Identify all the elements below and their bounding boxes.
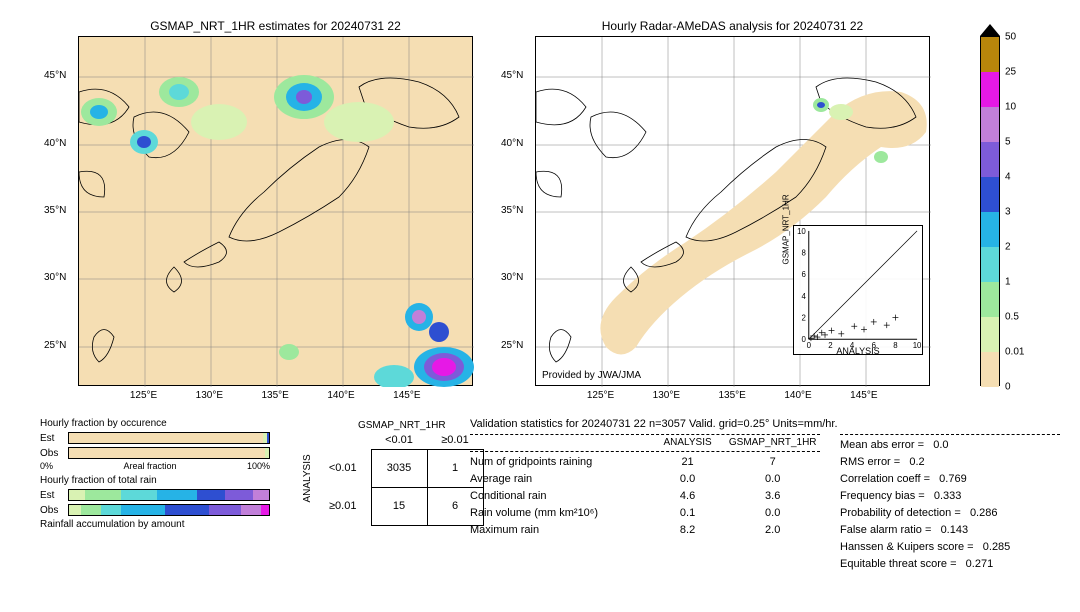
stats-row: Rain volume (mm km²10⁶)0.10.0 (470, 505, 820, 522)
metric-row: RMS error = 0.2 (840, 454, 1060, 471)
y-tick: 45°N (501, 70, 523, 81)
colorbar-label: 10 (1005, 102, 1016, 113)
y-tick: 30°N (501, 272, 523, 283)
svg-text:2: 2 (801, 314, 805, 323)
bar-row-label: Obs (40, 448, 68, 459)
metric-row: Equitable threat score = 0.271 (840, 556, 1060, 573)
svg-text:4: 4 (801, 292, 806, 301)
cont-row-title: ANALYSIS (300, 431, 315, 526)
cont-col-title: GSMAP_NRT_1HR (320, 420, 484, 431)
stats-colh-2: GSMAP_NRT_1HR (725, 435, 820, 451)
x-tick: 125°E (130, 390, 157, 401)
metric-row: Mean abs error = 0.0 (840, 437, 1060, 454)
stats-row: Num of gridpoints raining217 (470, 454, 820, 471)
right-map-title: Hourly Radar-AMeDAS analysis for 2024073… (536, 19, 929, 33)
y-tick: 35°N (501, 205, 523, 216)
svg-text:10: 10 (797, 227, 806, 236)
contingency-table: GSMAP_NRT_1HR ANALYSIS <0.01 ≥0.01 <0.01… (300, 420, 484, 526)
colorbar-label: 0 (1005, 382, 1011, 393)
stats-title: Validation statistics for 20240731 22 n=… (470, 416, 820, 435)
scatter-xlabel: ANALYSIS (794, 346, 922, 356)
y-tick: 40°N (44, 138, 66, 149)
svg-text:8: 8 (801, 249, 806, 258)
scatter-ylabel: GSMAP_NRT_1HR (782, 194, 791, 264)
y-tick: 40°N (501, 138, 523, 149)
cont-rowh-1: ≥0.01 (315, 487, 371, 525)
right-map: Hourly Radar-AMeDAS analysis for 2024073… (535, 36, 930, 386)
y-tick: 35°N (44, 205, 66, 216)
y-tick: 45°N (44, 70, 66, 81)
cont-cell-10: 15 (371, 487, 427, 525)
total-title: Hourly fraction of total rain (40, 475, 270, 486)
occ-xright: 100% (247, 461, 270, 471)
bar-row-label: Obs (40, 505, 68, 516)
bar-row: Obs (40, 503, 270, 517)
cont-colh-0: <0.01 (371, 431, 427, 449)
occ-xleft: 0% (40, 461, 53, 471)
scatter-inset: 0246810 0246810 ANALYSIS GSMAP_NRT_1HR (793, 225, 923, 355)
left-map: GSMAP_NRT_1HR estimates for 20240731 22 (78, 36, 473, 386)
metric-row: False alarm ratio = 0.143 (840, 522, 1060, 539)
x-tick: 135°E (719, 390, 746, 401)
colorbar-label: 0.5 (1005, 312, 1019, 323)
stats-row: Maximum rain8.22.0 (470, 522, 820, 539)
svg-text:6: 6 (801, 270, 806, 279)
bar-row-label: Est (40, 433, 68, 444)
colorbar-label: 3 (1005, 207, 1011, 218)
left-map-title: GSMAP_NRT_1HR estimates for 20240731 22 (79, 19, 472, 33)
stats-row: Conditional rain4.63.6 (470, 488, 820, 505)
bar-row: Est (40, 431, 270, 445)
cont-rowh-0: <0.01 (315, 449, 371, 487)
cont-cell-00: 3035 (371, 449, 427, 487)
x-tick: 145°E (393, 390, 420, 401)
colorbar-label: 25 (1005, 67, 1016, 78)
colorbar-label: 5 (1005, 137, 1011, 148)
total-footer: Rainfall accumulation by amount (40, 519, 270, 530)
y-tick: 25°N (501, 340, 523, 351)
colorbar-label: 2 (1005, 242, 1011, 253)
bar-row: Obs (40, 446, 270, 460)
colorbar-label: 4 (1005, 172, 1011, 183)
colorbar: 502510543210.50.010 (980, 36, 1000, 386)
occurrence-bars: Hourly fraction by occurence Est Obs 0% A… (40, 414, 270, 532)
colorbar-label: 50 (1005, 32, 1016, 43)
stats-row: Average rain0.00.0 (470, 471, 820, 488)
provider-label: Provided by JWA/JMA (542, 370, 641, 381)
x-tick: 140°E (327, 390, 354, 401)
bar-row: Est (40, 488, 270, 502)
x-tick: 125°E (587, 390, 614, 401)
colorbar-label: 0.01 (1005, 347, 1024, 358)
x-tick: 130°E (196, 390, 223, 401)
stats-block: Validation statistics for 20240731 22 n=… (470, 416, 820, 539)
metric-row: Correlation coeff = 0.769 (840, 471, 1060, 488)
x-tick: 140°E (784, 390, 811, 401)
y-tick: 25°N (44, 340, 66, 351)
x-tick: 135°E (262, 390, 289, 401)
occ-xcenter: Areal fraction (123, 461, 176, 471)
metric-row: Probability of detection = 0.286 (840, 505, 1060, 522)
colorbar-label: 1 (1005, 277, 1011, 288)
bar-row-label: Est (40, 490, 68, 501)
metric-row: Frequency bias = 0.333 (840, 488, 1060, 505)
x-tick: 145°E (850, 390, 877, 401)
x-tick: 130°E (653, 390, 680, 401)
metric-row: Hanssen & Kuipers score = 0.285 (840, 539, 1060, 556)
stats-colh-1: ANALYSIS (650, 435, 726, 451)
occ-title: Hourly fraction by occurence (40, 418, 270, 429)
y-tick: 30°N (44, 272, 66, 283)
metrics-block: Mean abs error = 0.0RMS error = 0.2Corre… (840, 434, 1060, 573)
svg-text:0: 0 (801, 335, 806, 344)
